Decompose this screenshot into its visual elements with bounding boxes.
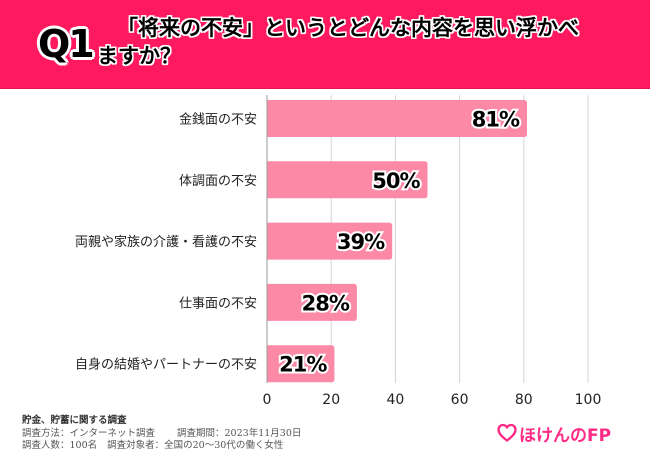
survey-info: 貯金、貯蓄に関する調査 調査方法：インターネット調査 調査期間：2023年11月3… — [22, 415, 301, 453]
survey-target-row: 調査人数：100名 調査対象者：全国の20～30代の働く女性 — [22, 440, 301, 453]
x-tick-labels: 0 20 40 60 80 100 — [263, 392, 602, 408]
value-label: 21% — [279, 353, 327, 377]
question-header: Q1 「将来の不安」というとどんな内容を思い浮かべ ますか？ — [0, 0, 650, 89]
survey-period: 調査期間：2023年11月30日 — [177, 427, 302, 439]
value-label: 50% — [372, 169, 420, 193]
x-tick-label: 40 — [386, 392, 404, 408]
brand-logo: ほけんのFP — [497, 421, 612, 446]
x-tick-label: 0 — [263, 392, 272, 408]
heart-icon — [497, 423, 517, 442]
bar — [267, 161, 428, 199]
survey-method-row: 調査方法：インターネット調査 調査期間：2023年11月30日 — [22, 428, 301, 441]
category-label: 体調面の不安 — [179, 174, 257, 189]
question-title-line1: 「将来の不安」というとどんな内容を思い浮かべ — [117, 16, 579, 40]
x-tick-label: 80 — [515, 392, 533, 408]
question-title: 「将来の不安」というとどんな内容を思い浮かべ ますか？ — [97, 14, 637, 70]
bars — [267, 100, 528, 383]
survey-method: 調査方法：インターネット調査 — [22, 427, 156, 439]
value-label: 28% — [302, 291, 350, 315]
question-title-line2: ますか？ — [97, 44, 181, 68]
bar — [267, 283, 357, 321]
category-label: 金銭面の不安 — [179, 112, 257, 128]
bar — [267, 222, 393, 260]
brand-name: ほけんのFP — [519, 425, 612, 446]
bar — [267, 345, 335, 383]
category-label: 自身の結婚やパートナーの不安 — [75, 357, 257, 373]
survey-target: 調査対象者：全国の20～30代の働く女性 — [107, 440, 284, 451]
category-label: 両親や家族の介護・看護の不安 — [75, 234, 257, 250]
category-label: 仕事面の不安 — [179, 296, 257, 311]
question-number: Q1 — [38, 22, 95, 66]
x-tick-label: 20 — [322, 392, 340, 408]
x-tick-label: 60 — [451, 392, 469, 408]
value-labels: 81% 50% 39% 28% 21% — [277, 106, 523, 379]
category-labels: 金銭面の不安体調面の不安両親や家族の介護・看護の不安仕事面の不安自身の結婚やパー… — [75, 112, 257, 373]
survey-title: 貯金、貯蓄に関する調査 — [22, 415, 127, 426]
bar — [267, 100, 528, 137]
value-label: 81% — [472, 108, 520, 132]
x-tick-label: 100 — [575, 392, 602, 408]
value-label: 39% — [337, 230, 385, 254]
survey-sample-size: 調査人数：100名 — [22, 440, 98, 451]
